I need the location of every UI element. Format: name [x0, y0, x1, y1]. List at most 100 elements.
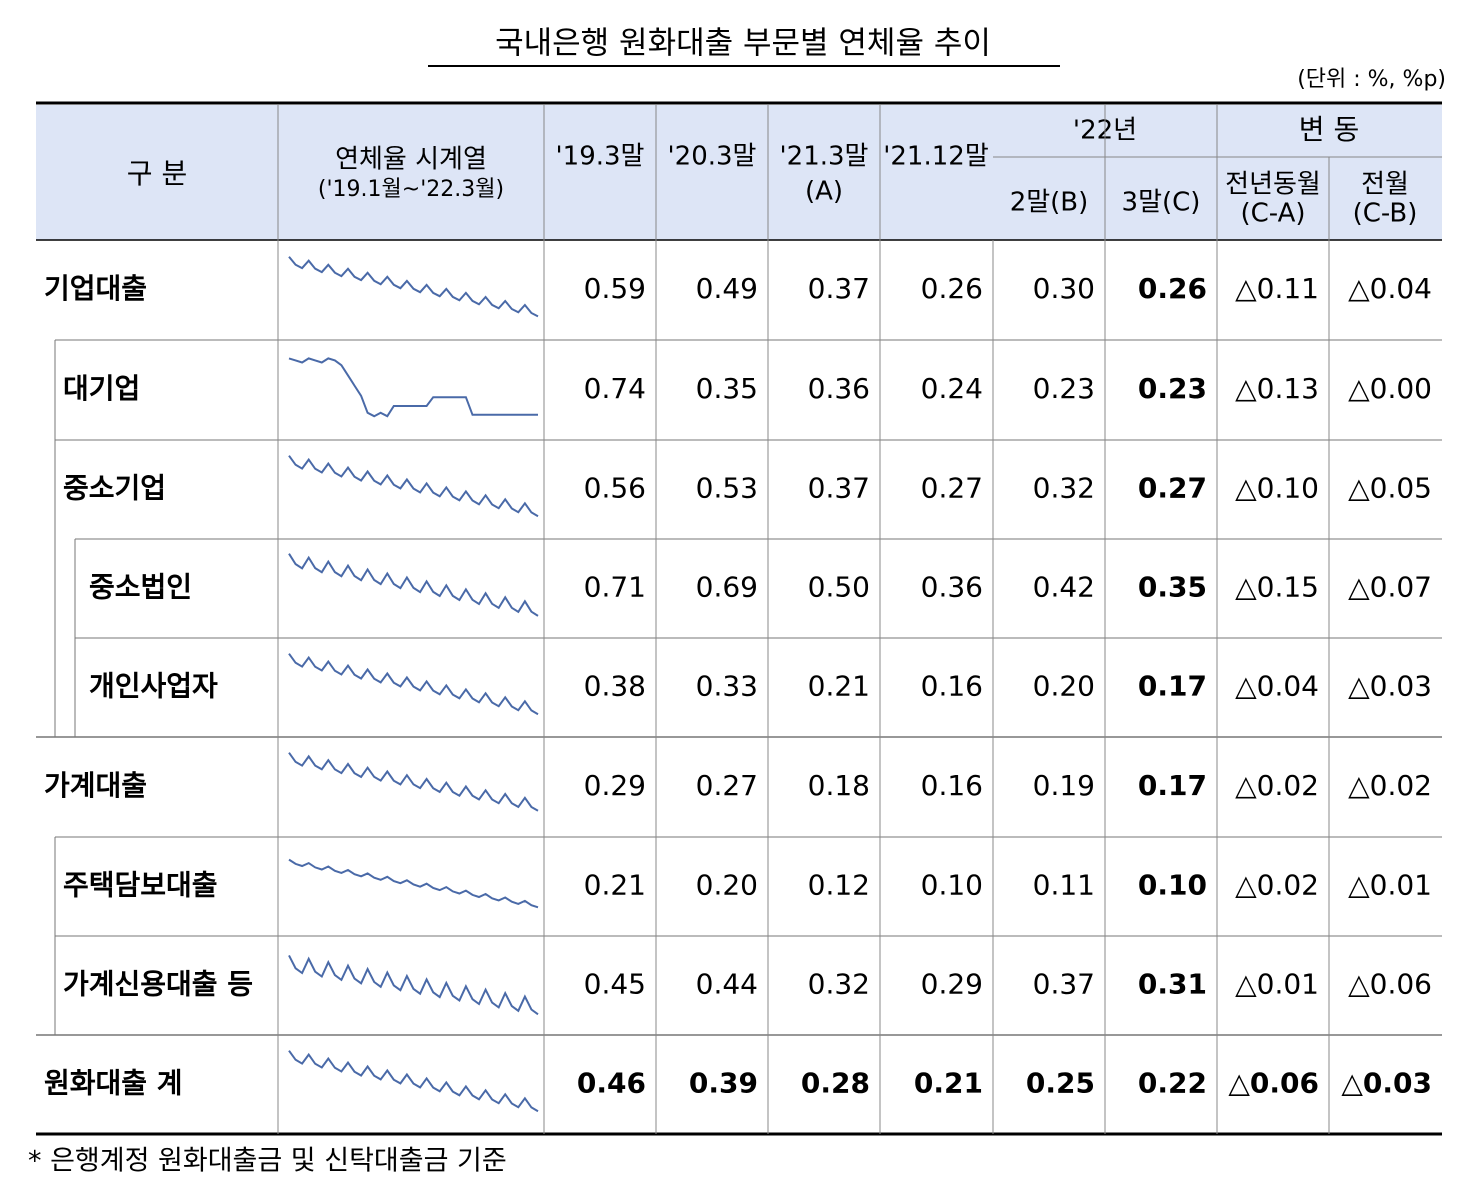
cell: △0.00: [1348, 372, 1432, 405]
cell: △0.13: [1235, 372, 1319, 405]
cell: 0.22: [1138, 1067, 1207, 1100]
cell: △0.07: [1348, 571, 1432, 604]
unit: (단위 : %, %p): [1297, 67, 1446, 92]
cell: 0.30: [1033, 272, 1095, 305]
header-cell: ('19.1월~'22.3월): [318, 177, 504, 202]
cell: 0.26: [921, 272, 983, 305]
cell: 0.12: [808, 869, 870, 902]
cell: 0.38: [584, 670, 646, 703]
cell: △0.04: [1348, 272, 1432, 305]
cell: 0.35: [1138, 571, 1207, 604]
cell: △0.01: [1348, 869, 1432, 902]
cell: △0.01: [1235, 968, 1319, 1001]
row-label: 주택담보대출: [63, 869, 218, 902]
cell: 0.20: [696, 869, 758, 902]
header-cell: '21.12말: [883, 142, 989, 172]
cell: 0.42: [1033, 571, 1095, 604]
cell: 0.23: [1033, 372, 1095, 405]
cell: 0.44: [696, 968, 758, 1001]
header-cell: 2말(B): [1010, 188, 1089, 218]
cell: 0.36: [921, 571, 983, 604]
header-cell: '21.3말: [780, 142, 869, 172]
row-label: 가계대출: [44, 769, 147, 802]
cell: △0.04: [1235, 670, 1319, 703]
row-label: 기업대출: [44, 272, 147, 305]
cell: 0.49: [696, 272, 758, 305]
cell: 0.19: [1033, 769, 1095, 802]
sparkline: [288, 653, 539, 716]
header-cell: 3말(C): [1122, 188, 1201, 218]
row-label: 중소기업: [63, 472, 166, 505]
cell: 0.29: [921, 968, 983, 1001]
cell: 0.26: [1138, 272, 1207, 305]
cell: △0.02: [1348, 769, 1432, 802]
cell: 0.17: [1138, 670, 1207, 703]
sparkline: [288, 455, 539, 518]
cell: 0.74: [584, 372, 646, 405]
header-cell: (C-B): [1353, 199, 1418, 229]
row-label: 대기업: [63, 372, 140, 405]
cell: 0.27: [921, 472, 983, 505]
cell: 0.50: [808, 571, 870, 604]
header-cell: 구 분: [127, 157, 187, 190]
row-label: 개인사업자: [89, 670, 218, 703]
cell: 0.20: [1033, 670, 1095, 703]
title: 국내은행 원화대출 부문별 연체율 추이: [495, 26, 991, 62]
cell: 0.56: [584, 472, 646, 505]
cell: △0.03: [1341, 1067, 1432, 1100]
sparkline: [288, 752, 539, 812]
header-bg: [36, 105, 1442, 240]
cell: 0.24: [921, 372, 983, 405]
cell: 0.10: [921, 869, 983, 902]
cell: 0.21: [914, 1067, 983, 1100]
sparkline: [288, 858, 539, 909]
cell: 0.37: [808, 472, 870, 505]
header-cell: (C-A): [1240, 199, 1305, 229]
cell: △0.02: [1235, 869, 1319, 902]
cell: 0.37: [808, 272, 870, 305]
sparkline: [288, 357, 538, 418]
cell: 0.11: [1033, 869, 1095, 902]
sparkline: [288, 954, 539, 1016]
cell: 0.45: [584, 968, 646, 1001]
cell: 0.33: [696, 670, 758, 703]
header-cell: 전년동월: [1225, 170, 1321, 200]
cell: △0.02: [1235, 769, 1319, 802]
cell: 0.29: [584, 769, 646, 802]
cell: 0.32: [808, 968, 870, 1001]
cell: 0.36: [808, 372, 870, 405]
cell: 0.69: [696, 571, 758, 604]
cell: △0.15: [1235, 571, 1319, 604]
cell: 0.16: [921, 670, 983, 703]
cell: 0.53: [696, 472, 758, 505]
cell: △0.11: [1235, 272, 1319, 305]
cell: 0.31: [1138, 968, 1207, 1001]
cell: 0.16: [921, 769, 983, 802]
cell: 0.18: [808, 769, 870, 802]
row-label: 원화대출 계: [44, 1067, 183, 1100]
cell: 0.28: [801, 1067, 870, 1100]
cell: 0.35: [696, 372, 758, 405]
sparkline: [288, 1050, 539, 1113]
cell: 0.21: [808, 670, 870, 703]
cell: 0.59: [584, 272, 646, 305]
cell: △0.10: [1235, 472, 1319, 505]
header-cell: 변 동: [1299, 113, 1359, 146]
header-cell: '19.3말: [556, 142, 645, 172]
row-label: 중소법인: [89, 571, 192, 604]
row-label: 가계신용대출 등: [63, 968, 253, 1001]
sparkline: [288, 553, 539, 617]
header-cell: 전월: [1361, 170, 1409, 200]
header-cell: 연체율 시계열: [335, 145, 487, 175]
cell: 0.71: [584, 571, 646, 604]
cell: 0.21: [584, 869, 646, 902]
cell: 0.46: [577, 1067, 646, 1100]
cell: 0.25: [1026, 1067, 1095, 1100]
cell: 0.10: [1138, 869, 1207, 902]
sparkline: [288, 256, 539, 318]
cell: △0.06: [1348, 968, 1432, 1001]
header-cell: '20.3말: [668, 142, 757, 172]
cell: 0.27: [1138, 472, 1207, 505]
cell: △0.05: [1348, 472, 1432, 505]
